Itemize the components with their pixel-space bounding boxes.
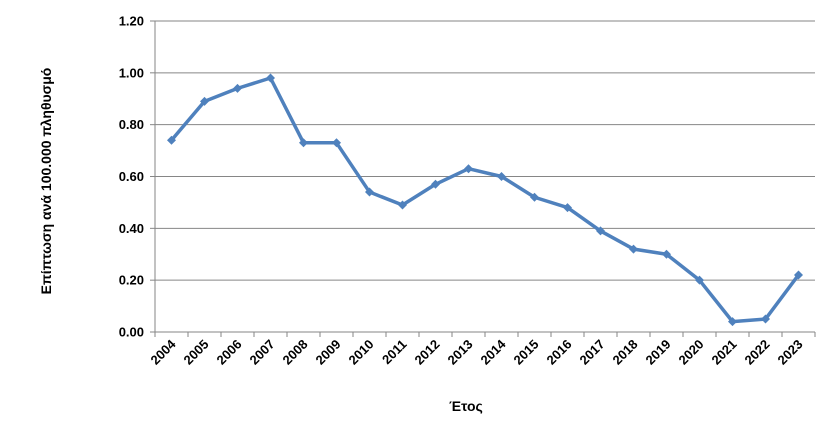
- x-tick-label: 2014: [478, 336, 510, 368]
- data-point-marker: [629, 244, 638, 254]
- x-tick-label: 2011: [379, 337, 410, 368]
- data-point-marker: [695, 275, 704, 285]
- data-point-marker: [530, 192, 539, 202]
- x-tick-label: 2006: [214, 337, 245, 368]
- data-point-marker: [563, 203, 572, 213]
- x-tick-label: 2019: [643, 337, 674, 368]
- x-tick-label: 2022: [742, 337, 773, 368]
- x-tick-label: 2023: [775, 337, 806, 368]
- y-tick-label: 1.20: [119, 14, 144, 29]
- x-tick-labels: 2004 2005 2006 2007 2008 2009 2010 2011 2012 2013…: [148, 332, 816, 368]
- data-point-marker: [497, 172, 506, 181]
- x-tick-label: 2021: [709, 337, 740, 368]
- series-layer: [167, 73, 803, 327]
- data-point-marker: [233, 83, 242, 93]
- data-point-marker: [398, 200, 407, 210]
- y-axis-title: Επίπτωση ανά 100.000 πληθυσμό: [38, 68, 54, 295]
- y-gridlines: [155, 20, 815, 281]
- x-tick-label: 2004: [148, 336, 180, 368]
- y-tick-label: 0.40: [119, 221, 144, 236]
- data-point-marker: [167, 135, 176, 145]
- data-point-marker: [728, 317, 737, 327]
- x-tick-label: 2016: [544, 337, 575, 368]
- series-line: [170, 76, 800, 324]
- data-point-marker: [266, 73, 275, 83]
- x-tick-label: 2008: [280, 337, 311, 368]
- x-tick-label: 2018: [610, 337, 641, 368]
- data-point-marker: [464, 164, 473, 174]
- x-tick-label: 2010: [346, 337, 377, 368]
- x-tick-label: 2009: [313, 337, 344, 368]
- data-point-marker: [596, 226, 605, 236]
- x-axis-title: Έτος: [449, 398, 483, 414]
- x-tick-label: 2017: [577, 337, 608, 368]
- y-tick-label: 0.00: [119, 325, 144, 340]
- data-point-marker: [662, 249, 671, 259]
- data-point-marker: [332, 138, 341, 148]
- data-point-marker: [299, 138, 308, 148]
- data-point-marker: [794, 270, 803, 280]
- y-tick-labels: 0.00 0.20 0.40 0.60 0.80 1.00 1.20: [119, 14, 155, 340]
- data-point-marker: [431, 179, 440, 189]
- x-tick-label: 2007: [247, 337, 278, 368]
- x-tick-label: 2005: [181, 337, 212, 368]
- y-tick-label: 0.20: [119, 273, 144, 288]
- x-tick-label: 2020: [676, 337, 707, 368]
- y-tick-label: 0.60: [119, 169, 144, 184]
- y-tick-label: 1.00: [119, 65, 144, 80]
- x-tick-label: 2015: [511, 337, 542, 368]
- x-tick-label: 2013: [445, 337, 476, 368]
- x-tick-label: 2012: [412, 337, 443, 368]
- data-point-marker: [365, 187, 374, 197]
- y-tick-label: 0.80: [119, 117, 144, 132]
- data-point-marker: [200, 96, 209, 106]
- data-point-marker: [761, 314, 770, 324]
